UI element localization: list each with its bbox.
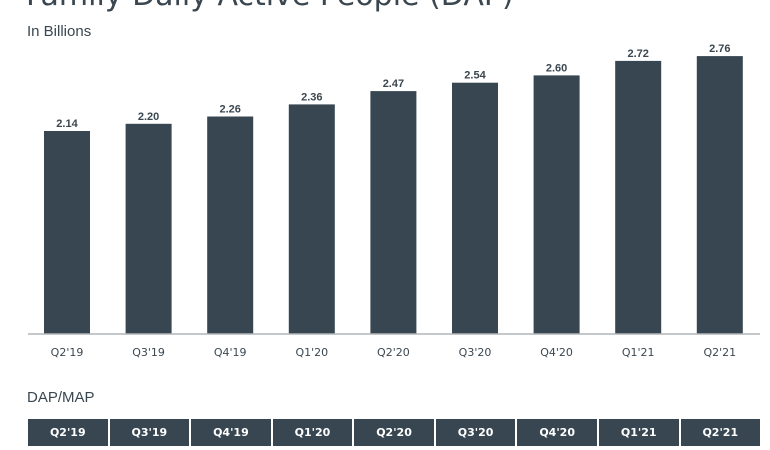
bar-Q1'21: [615, 60, 662, 335]
bar-value-label: 2.14: [56, 118, 78, 130]
bar-value-label: 2.72: [627, 48, 648, 60]
bar-Q3'19: [125, 123, 172, 334]
dap-map-header-cell: Q2'19: [28, 419, 108, 446]
bar-value-label: 2.76: [709, 43, 730, 55]
bar-Q3'20: [452, 82, 498, 334]
x-tick-label: Q2'21: [703, 346, 736, 359]
bar-Q2'20: [370, 91, 417, 334]
bar-value-label: 2.26: [219, 104, 240, 116]
dap-map-header-cell: Q3'19: [109, 419, 190, 446]
bar-value-label: 2.20: [138, 111, 159, 123]
chart-title: Family Daily Active People (DAP): [26, 0, 514, 13]
dap-map-header-cell: Q3'20: [435, 419, 516, 446]
dap-map-header-cell: Q2'21: [680, 419, 761, 446]
dap-map-header-cell: Q1'20: [272, 419, 353, 446]
bar-value-label: 2.47: [383, 78, 404, 90]
dap-map-header-cell: Q1'21: [598, 419, 679, 446]
x-tick-label: Q4'19: [214, 346, 247, 359]
bar-value-label: 2.36: [301, 91, 322, 103]
bar-Q2'19: [44, 131, 90, 334]
dap-map-header-cell: Q4'20: [517, 419, 597, 446]
x-tick-label: Q2'19: [51, 346, 84, 359]
bar-value-label: 2.54: [464, 70, 486, 82]
bar-Q4'19: [207, 116, 254, 334]
bar-Q1'20: [288, 104, 335, 335]
x-tick-label: Q1'20: [295, 346, 328, 359]
bar-Q2'21: [696, 56, 743, 334]
x-tick-label: Q4'20: [540, 346, 573, 359]
dap-map-table-header: Q2'19 Q3'19 Q4'19 Q1'20 Q2'20 Q3'20 Q4'2…: [28, 419, 761, 446]
x-tick-label: Q1'21: [622, 346, 655, 359]
x-tick-label: Q3'19: [132, 346, 165, 359]
bar-value-label: 2.60: [546, 62, 567, 74]
dap-map-header-cell: Q2'20: [354, 419, 434, 446]
x-tick-label: Q2'20: [377, 346, 410, 359]
bar-chart: 2.14 Q2'19 2.20 Q3'19 2.26 Q4'19 2.36 Q1'20 2.47…: [28, 43, 760, 359]
x-tick-label: Q3'20: [459, 346, 492, 359]
dap-map-header-cell: Q4'19: [191, 419, 271, 446]
chart-subtitle: In Billions: [27, 23, 92, 40]
bar-Q4'20: [533, 75, 580, 335]
dap-map-title: DAP/MAP: [27, 389, 95, 406]
